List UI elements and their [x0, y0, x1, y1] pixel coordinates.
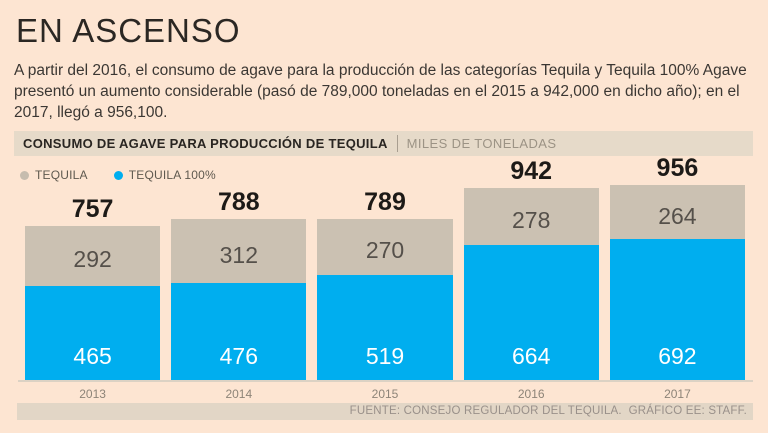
legend-item: TEQUILA: [20, 168, 88, 182]
segment-value-label: 264: [658, 202, 697, 229]
bar-group-2014: 788 312 476: [171, 188, 307, 381]
legend-label: TEQUILA: [35, 168, 88, 182]
segment-value-label: 476: [219, 343, 258, 369]
segment-value-label: 664: [512, 343, 551, 369]
bar-segment-tequila-100: 465: [25, 285, 161, 381]
chart-header-band: CONSUMO DE AGAVE PARA PRODUCCIÓN DE TEQU…: [14, 131, 753, 156]
bar-total-label: 757: [71, 194, 114, 223]
segment-value-label: 692: [658, 343, 697, 369]
x-axis-tick-label: 2017: [664, 387, 691, 401]
bar-segment-tequila-100: 519: [317, 274, 453, 381]
x-axis-tick-label: 2014: [225, 387, 253, 401]
chart-legend: TEQUILA TEQUILA 100%: [20, 168, 216, 182]
bar-total-label: 789: [364, 188, 406, 217]
segment-value-label: 465: [73, 343, 112, 369]
segment-value-label: 278: [512, 206, 551, 233]
chart-baseline: [18, 380, 753, 382]
header-separator: [396, 135, 398, 152]
x-axis-tick-label: 2015: [371, 387, 399, 401]
segment-value-label: 292: [73, 246, 112, 273]
segment-value-label: 312: [219, 241, 258, 268]
legend-label: TEQUILA 100%: [128, 168, 216, 182]
bar-group-2013: 757 292 465: [25, 194, 161, 381]
legend-item: TEQUILA 100%: [113, 168, 216, 182]
bar-total-label: 942: [510, 156, 553, 185]
bar-total-label: 788: [217, 188, 260, 217]
source-credit: FUENTE: CONSEJO REGULADOR DEL TEQUILA. G…: [17, 403, 753, 420]
bar-segment-tequila-100: 664: [463, 244, 599, 381]
bar-segment-tequila: 270: [317, 219, 453, 275]
bar-chart: 757 292 465 788 312 476 789 270 519 942 278 664 956 2…: [25, 154, 746, 381]
legend-dot-icon: [20, 170, 29, 180]
legend-dot-icon: [113, 170, 123, 180]
segment-value-label: 270: [365, 237, 405, 264]
bar-segment-tequila-100: 692: [609, 239, 746, 381]
bar-segment-tequila: 278: [463, 187, 599, 245]
chart-title: CONSUMO DE AGAVE PARA PRODUCCIÓN DE TEQU…: [23, 136, 388, 151]
segment-value-label: 519: [365, 343, 405, 369]
bar-group-2015: 789 270 519: [317, 188, 453, 381]
bar-segment-tequila-100: 476: [171, 283, 307, 381]
x-axis-tick-label: 2013: [79, 387, 106, 401]
bar-segment-tequila: 292: [25, 225, 161, 286]
bar-total-label: 956: [656, 154, 699, 183]
bar-group-2016: 942 278 664: [463, 156, 599, 381]
bar-segment-tequila: 312: [171, 219, 307, 284]
x-axis-tick-label: 2016: [517, 387, 545, 401]
chart-units-label: MILES DE TONELADAS: [406, 136, 557, 151]
page-title: EN ASCENSO: [16, 12, 241, 49]
bar-group-2017: 956 264 692: [609, 154, 746, 381]
x-axis-labels: 2013 2014 2015 2016 2017: [25, 387, 745, 401]
bar-segment-tequila: 264: [609, 185, 746, 240]
intro-paragraph: A partir del 2016, el consumo de agave p…: [14, 62, 747, 121]
